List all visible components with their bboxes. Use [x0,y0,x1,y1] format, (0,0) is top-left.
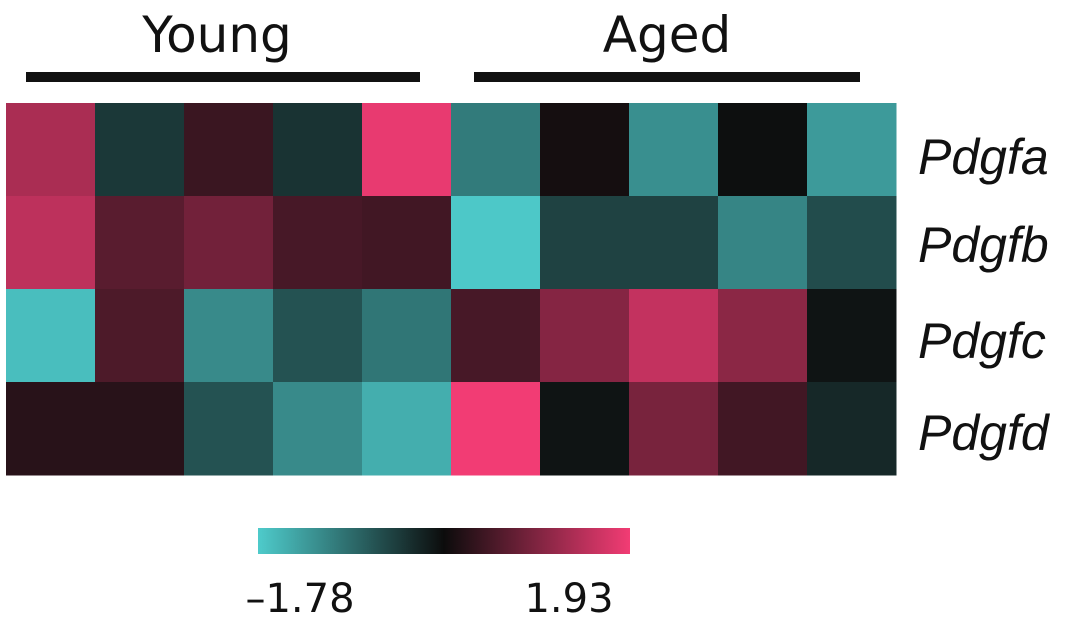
color-scale-max-label: 1.93 [524,576,613,620]
row-label-pdgfa: Pdgfa [918,129,1049,185]
row-label-pdgfd: Pdgfd [918,405,1051,461]
heatmap-grid [6,103,897,476]
group-bars [26,72,860,82]
heatmap-cell-pdgfb-col-7 [540,196,630,290]
heatmap-cell-pdgfc-col-7 [540,289,630,383]
heatmap-cell-pdgfd-col-7 [540,382,630,476]
heatmap-cell-pdgfd-col-6 [451,382,541,476]
heatmap-cell-pdgfd-col-4 [273,382,363,476]
heatmap-cell-pdgfc-col-8 [629,289,719,383]
heatmap-cell-pdgfa-col-1 [6,103,96,197]
color-scale-min-label: –1.78 [245,576,354,620]
heatmap-cell-pdgfb-col-2 [95,196,185,290]
heatmap-cell-pdgfa-col-4 [273,103,363,197]
heatmap-cell-pdgfc-col-1 [6,289,96,383]
heatmap-cell-pdgfa-col-9 [718,103,808,197]
heatmap-cell-pdgfb-col-5 [362,196,452,290]
heatmap-cell-pdgfc-col-9 [718,289,808,383]
heatmap-cell-pdgfd-col-10 [807,382,897,476]
heatmap-cell-pdgfa-col-7 [540,103,630,197]
group-bar-young [26,72,420,82]
heatmap-cell-pdgfb-col-8 [629,196,719,290]
heatmap-cell-pdgfa-col-6 [451,103,541,197]
heatmap-cell-pdgfa-col-10 [807,103,897,197]
heatmap-cell-pdgfa-col-8 [629,103,719,197]
heatmap-cell-pdgfd-col-1 [6,382,96,476]
heatmap-cell-pdgfa-col-3 [184,103,274,197]
group-label-aged: Aged [603,6,731,64]
row-label-pdgfb: Pdgfb [918,217,1049,273]
heatmap-cell-pdgfc-col-6 [451,289,541,383]
group-bar-aged [474,72,860,82]
color-scale-bar [258,528,630,554]
heatmap-cell-pdgfa-col-2 [95,103,185,197]
row-labels: Pdgfa Pdgfb Pdgfc Pdgfd [918,129,1051,461]
heatmap-cell-pdgfa-col-5 [362,103,452,197]
heatmap-cell-pdgfb-col-6 [451,196,541,290]
row-label-pdgfc: Pdgfc [918,313,1046,369]
heatmap-cell-pdgfd-col-9 [718,382,808,476]
heatmap-cell-pdgfb-col-1 [6,196,96,290]
group-label-young: Young [141,6,292,64]
heatmap-cell-pdgfc-col-5 [362,289,452,383]
heatmap-cell-pdgfd-col-5 [362,382,452,476]
heatmap-cell-pdgfc-col-10 [807,289,897,383]
heatmap-cell-pdgfb-col-4 [273,196,363,290]
heatmap-cell-pdgfd-col-2 [95,382,185,476]
heatmap-cell-pdgfb-col-10 [807,196,897,290]
heatmap-cell-pdgfd-col-3 [184,382,274,476]
heatmap-cell-pdgfb-col-3 [184,196,274,290]
heatmap-cell-pdgfc-col-3 [184,289,274,383]
heatmap-cell-pdgfc-col-4 [273,289,363,383]
heatmap-cell-pdgfb-col-9 [718,196,808,290]
heatmap-cell-pdgfc-col-2 [95,289,185,383]
group-labels: Young Aged [141,6,731,64]
heatmap-cell-pdgfd-col-8 [629,382,719,476]
